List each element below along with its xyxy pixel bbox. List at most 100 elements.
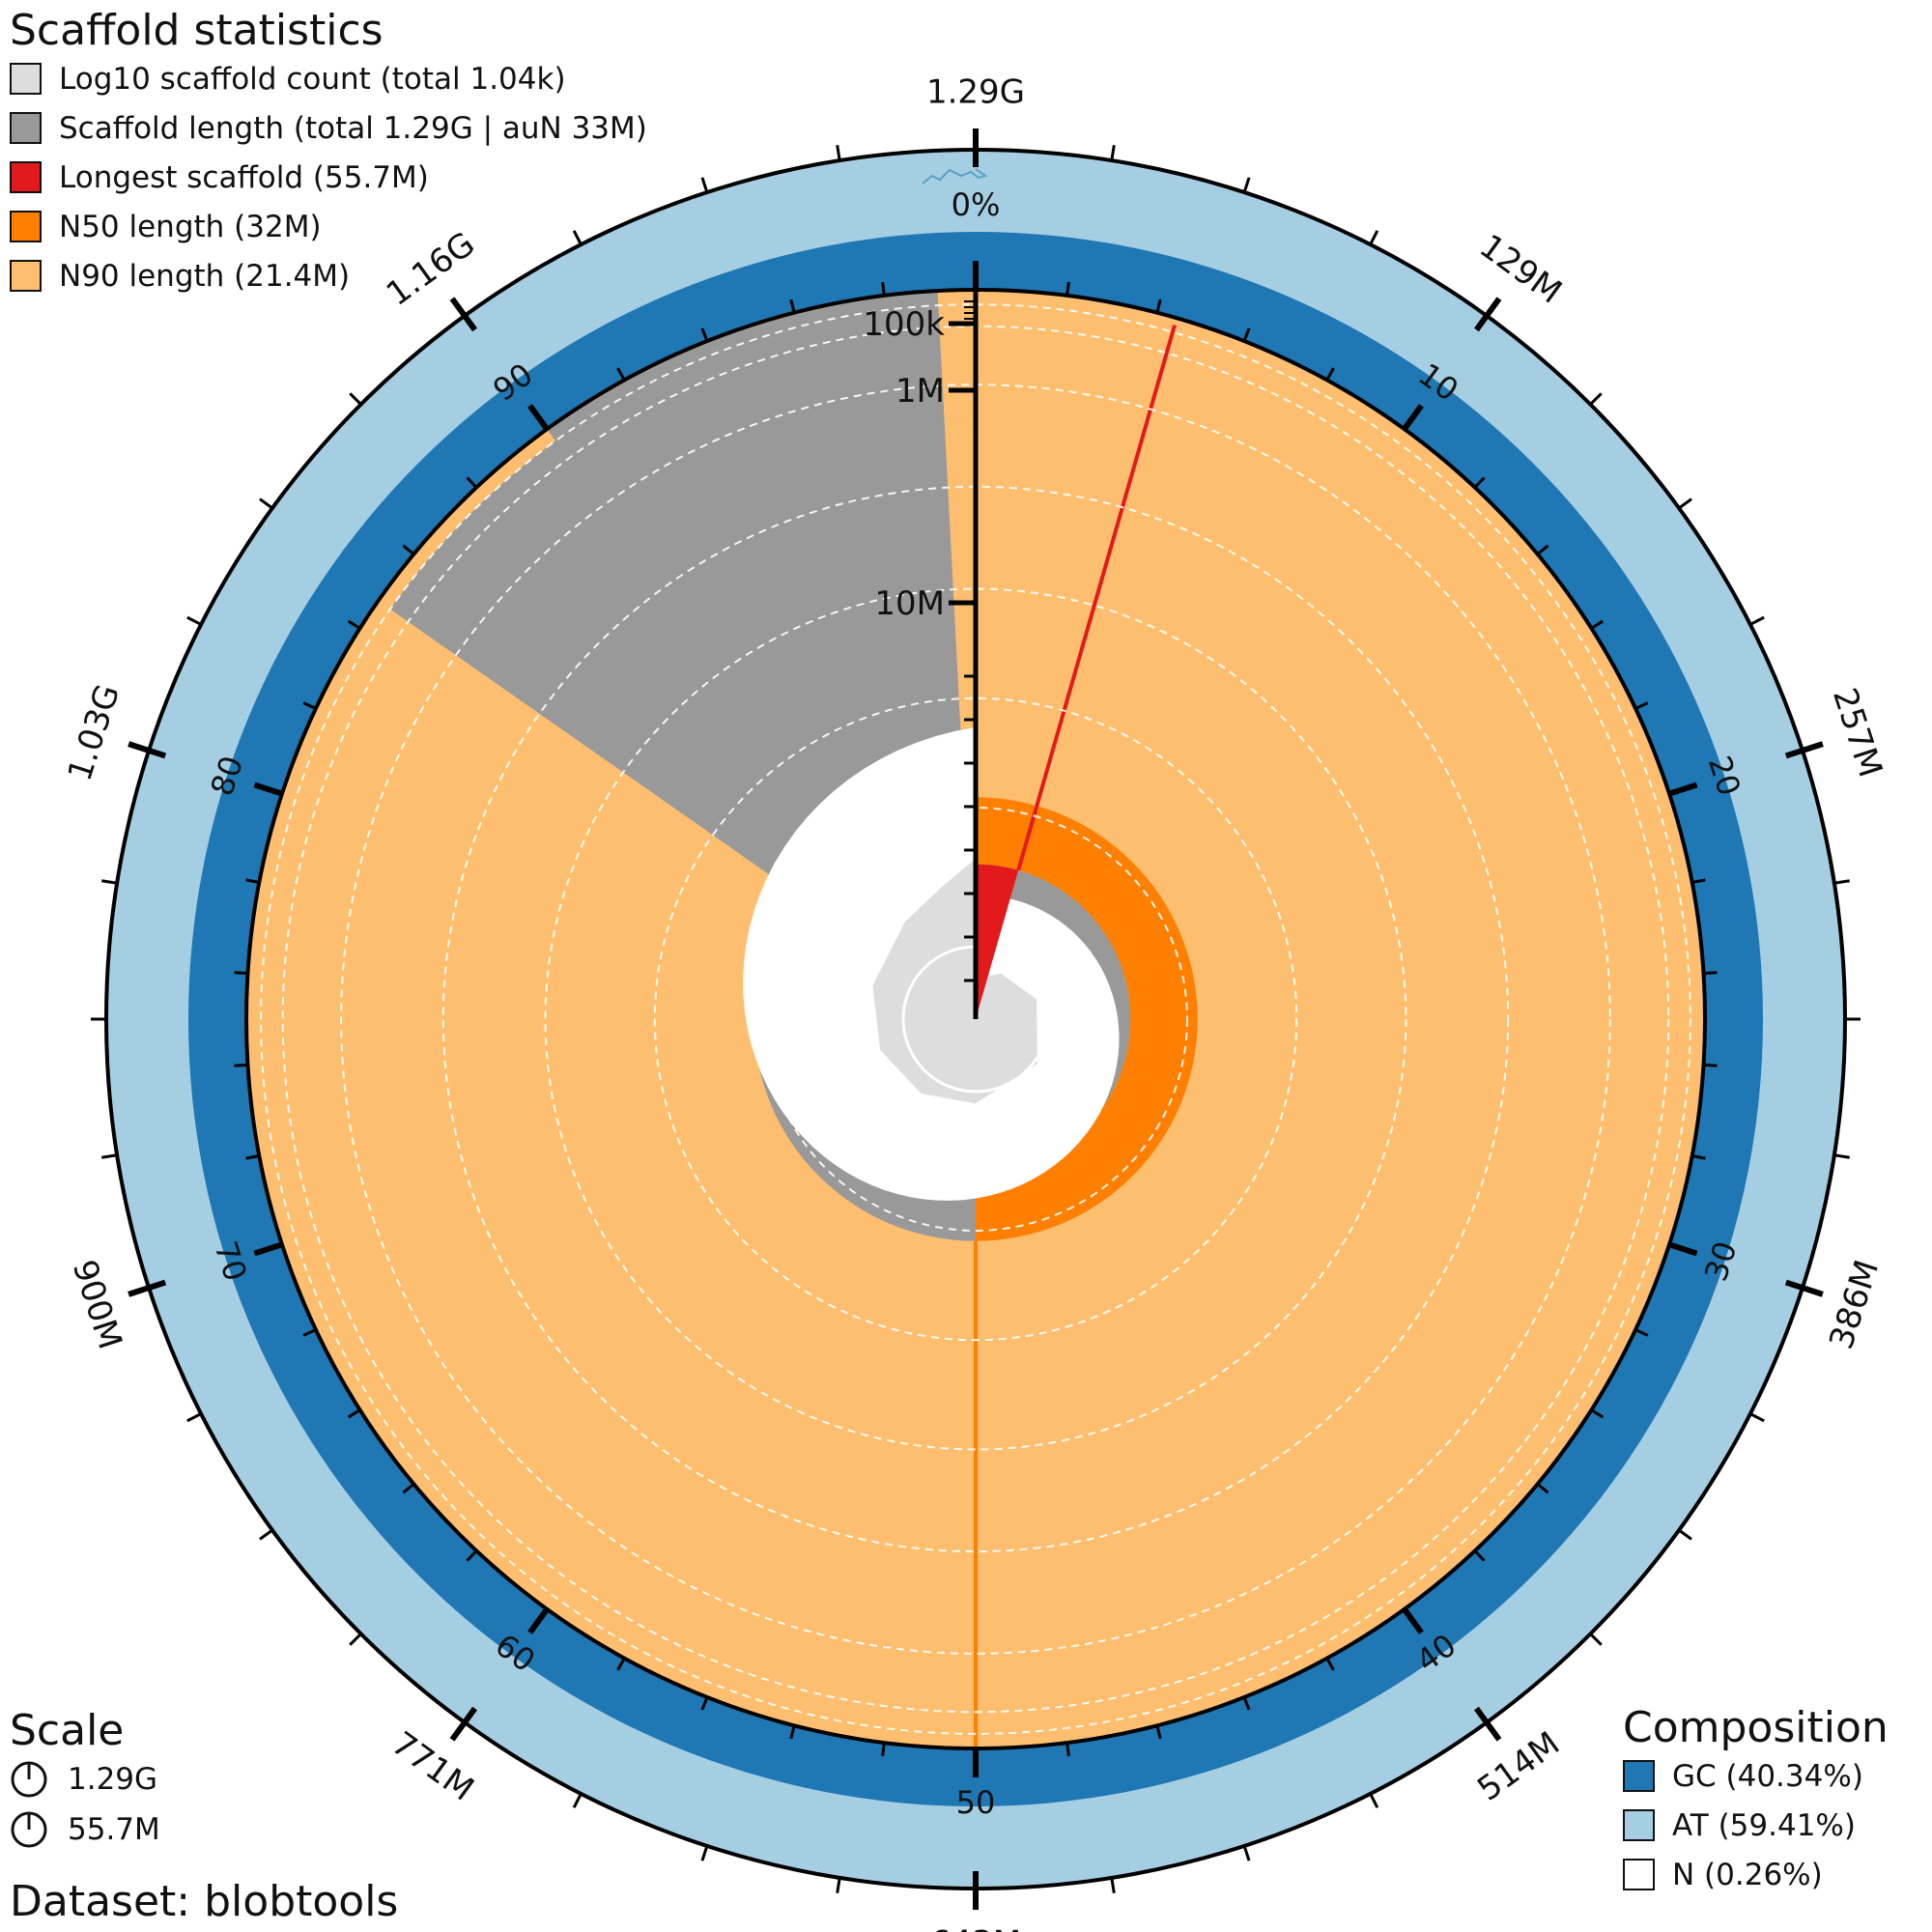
composition-item-gc: GC (40.34%)	[1623, 1751, 1889, 1801]
scale-item-total: 1.29G	[10, 1754, 160, 1804]
outer-tick	[700, 1845, 709, 1861]
outer-tick	[259, 1528, 273, 1541]
percent-tick	[302, 1328, 317, 1337]
percent-tick	[466, 1549, 478, 1562]
percent-tick	[1325, 1657, 1335, 1671]
legend-label: N50 length (32M)	[59, 209, 322, 244]
legend-item-length: Scaffold length (total 1.29G | auN 33M)	[10, 103, 647, 153]
percent-tick	[302, 701, 317, 710]
percent-tick	[245, 1153, 260, 1160]
percent-tick	[1703, 971, 1718, 976]
outer-tick	[1833, 879, 1850, 885]
outer-tick	[1749, 615, 1765, 626]
legend-swatch	[10, 63, 42, 95]
outer-tick	[836, 145, 841, 161]
clock-full-icon	[11, 1811, 47, 1848]
percent-tick	[1402, 1607, 1424, 1634]
percent-tick	[402, 1483, 415, 1494]
outer-tick	[101, 1153, 118, 1159]
percent-tick	[527, 404, 550, 431]
outer-tick-label: 643M	[930, 1924, 1021, 1932]
percent-tick	[1668, 1241, 1698, 1257]
radial-gridline	[763, 807, 1188, 1232]
percent-tick	[347, 619, 361, 630]
outer-tick	[572, 1793, 582, 1808]
percent-tick	[1590, 619, 1605, 630]
percent-tick	[1155, 298, 1162, 314]
outer-tick	[101, 879, 118, 885]
legend-swatch	[10, 260, 42, 292]
percent-tick	[253, 1241, 283, 1257]
percent-tick	[1536, 544, 1549, 555]
scale-legend: Scale 1.29G 55.7M	[10, 1708, 160, 1855]
percent-tick	[1065, 1742, 1070, 1757]
longest-scaffold-line	[1016, 324, 1177, 871]
outer-tick	[572, 230, 582, 245]
percent-tick	[1536, 1483, 1549, 1494]
legend-label: Longest scaffold (55.7M)	[59, 159, 429, 195]
outer-tick	[1784, 1279, 1824, 1297]
legend-swatch	[10, 161, 42, 193]
outer-tick-label: 771M	[384, 1724, 481, 1809]
outer-tick	[1589, 392, 1603, 406]
percent-tick	[1065, 281, 1070, 297]
percent-tick	[1473, 1549, 1486, 1562]
legend-title: Scaffold statistics	[10, 6, 384, 55]
legend-label: AT (59.41%)	[1672, 1807, 1856, 1843]
outer-tick	[349, 392, 362, 406]
composition-title: Composition	[1623, 1703, 1889, 1752]
percent-tick	[1242, 327, 1251, 342]
outer-tick	[1678, 497, 1692, 510]
outer-tick	[1473, 297, 1502, 332]
percent-tick	[234, 971, 248, 976]
percent-tick	[616, 367, 626, 382]
percent-tick	[700, 1696, 709, 1711]
legend-item-count: Log10 scaffold count (total 1.04k)	[10, 54, 647, 103]
legend-swatch	[1623, 1760, 1655, 1792]
percent-tick	[881, 1742, 886, 1757]
scale-label: 1.29G	[68, 1762, 158, 1797]
percent-tick	[1691, 1153, 1706, 1160]
outer-tick	[1369, 1793, 1379, 1808]
legend-swatch	[1623, 1859, 1655, 1890]
dataset-label: Dataset: blobtools	[10, 1877, 399, 1926]
outer-tick	[1589, 1633, 1603, 1646]
percent-tick	[347, 1408, 361, 1419]
percent-tick	[245, 878, 260, 885]
legend-label: N (0.26%)	[1672, 1857, 1823, 1892]
percent-tick	[402, 544, 415, 555]
legend-label: Scaffold length (total 1.29G | auN 33M)	[59, 110, 647, 146]
outer-tick	[1749, 1412, 1765, 1423]
percent-tick	[789, 1724, 796, 1740]
radial-tick-label: 100k	[863, 305, 945, 344]
scaffold-statistics-legend: Scaffold statistics Log10 scaffold count…	[10, 8, 647, 300]
composition-start-label: 0%	[952, 186, 1001, 223]
percent-tick	[1402, 404, 1424, 431]
percent-tick	[1590, 1408, 1605, 1419]
outer-tick	[1110, 145, 1116, 161]
radial-gridline	[544, 587, 1407, 1451]
legend-item-n50: N50 length (32M)	[10, 202, 647, 251]
percent-tick	[466, 476, 478, 489]
percent-tick	[253, 781, 283, 797]
outer-tick	[1473, 1706, 1502, 1742]
longest-scaffold-sector	[976, 864, 1019, 1019]
radial-tick-label: 10M	[874, 584, 945, 623]
outer-tick	[836, 1877, 841, 1893]
composition-item-at: AT (59.41%)	[1623, 1801, 1889, 1850]
radial-gridline	[653, 696, 1298, 1342]
scaffold-length-wedge	[389, 305, 965, 895]
percent-tick	[1473, 476, 1486, 489]
outer-tick	[186, 1412, 202, 1423]
legend-swatch	[10, 112, 42, 144]
outer-tick-label: 386M	[1822, 1256, 1887, 1354]
legend-label: GC (40.34%)	[1672, 1758, 1863, 1794]
outer-tick	[1242, 1845, 1251, 1861]
percent-tick	[1155, 1724, 1162, 1740]
scaffold-count-region	[872, 858, 1037, 1104]
outer-tick	[128, 1279, 167, 1297]
outer-tick	[1110, 1877, 1116, 1893]
outer-tick	[186, 615, 202, 626]
n-content-trace	[922, 168, 988, 185]
